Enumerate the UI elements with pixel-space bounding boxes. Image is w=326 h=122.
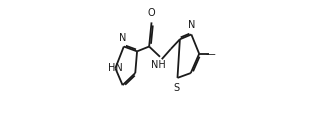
Text: S: S (173, 83, 179, 93)
Text: —: — (206, 49, 215, 59)
Text: N: N (188, 20, 195, 30)
Text: N: N (119, 33, 126, 43)
Text: O: O (147, 8, 155, 18)
Text: NH: NH (151, 60, 166, 70)
Text: HN: HN (109, 63, 123, 73)
